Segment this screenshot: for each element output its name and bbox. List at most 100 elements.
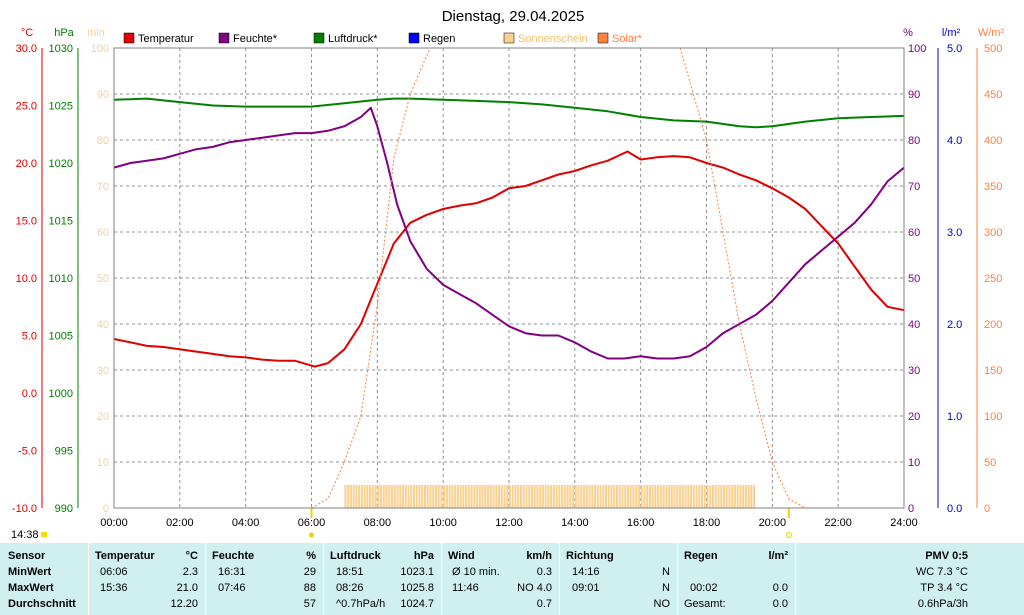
stats-cell: 09:01 (572, 582, 600, 594)
stats-row-label: MinWert (8, 566, 52, 578)
legend-label-0: Temperatur (138, 33, 194, 45)
sunshine-bar (624, 485, 627, 508)
sunshine-bar (706, 485, 709, 508)
sunshine-bar (423, 485, 426, 508)
stats-cell: 12.20 (170, 598, 198, 610)
rain-tick: 4.0 (947, 135, 962, 147)
stats-header: Feuchte (212, 550, 255, 562)
hum-tick: 20 (908, 411, 920, 423)
sunrise-dot (309, 532, 314, 538)
sunshine-bar (509, 485, 511, 508)
legend-label-5: Solar* (612, 33, 643, 45)
sunshine-bar (670, 485, 673, 508)
sunshine-bar (525, 485, 528, 508)
stats-separator (88, 543, 89, 615)
sunshine-bar (695, 485, 698, 508)
series-lines (113, 47, 905, 509)
sun-tick: 70 (97, 181, 109, 193)
axis-ticks: 30.025.020.015.010.05.00.0-5.0-10.010301… (12, 43, 1002, 538)
sun-tick: 40 (97, 319, 109, 331)
stats-cell: 1023.1 (400, 566, 434, 578)
sunshine-bar (676, 485, 679, 508)
sunshine-bar (684, 485, 687, 508)
sunshine-bar (500, 485, 503, 508)
sunshine-bar (363, 485, 366, 508)
x-tick: 06:00 (298, 517, 326, 529)
sunshine-bar (451, 485, 454, 508)
press-tick: 1020 (49, 158, 73, 170)
stats-header: Luftdruck (330, 550, 381, 562)
legend-label-2: Luftdruck* (328, 33, 378, 45)
stats-cell: 08:26 (336, 582, 364, 594)
press-tick: 1030 (49, 43, 73, 55)
sunshine-bar (506, 485, 509, 508)
sunshine-bar (541, 485, 544, 508)
stats-header: Temperatur (95, 550, 155, 562)
sunshine-bar (547, 485, 550, 508)
sunshine-bar (621, 485, 624, 508)
stats-separator (677, 543, 678, 615)
x-tick: 04:00 (232, 517, 260, 529)
sunshine-bar (443, 485, 446, 508)
sunshine-bar (569, 485, 572, 508)
sunshine-bar (418, 485, 421, 508)
stats-cell: 11:46 (452, 582, 479, 594)
sunshine-bar (519, 485, 522, 508)
stats-cell: 57 (303, 598, 316, 610)
stats-header: Sensor (8, 550, 46, 562)
sunshine-bar (687, 485, 690, 508)
solar-tick: 350 (984, 181, 1002, 193)
legend: Temperatur Feuchte* Luftdruck* Regen Sonnens… (123, 32, 643, 45)
sunshine-bar (456, 485, 459, 508)
temp-tick: 30.0 (16, 43, 37, 55)
sunshine-bar (385, 485, 388, 508)
stats-separator (795, 543, 796, 615)
sunshine-bar (371, 485, 374, 508)
sunshine-bar (421, 485, 424, 508)
sunshine-bar (396, 485, 399, 508)
sunshine-bar (692, 485, 695, 508)
current-time: 14:38 (11, 529, 39, 541)
sunshine-bar (731, 485, 734, 508)
stats-cell: 0.7 (536, 598, 552, 610)
sunshine-bar (613, 485, 616, 508)
sunset-dot (785, 532, 792, 538)
temp-tick: 5.0 (22, 331, 37, 343)
sunshine-bar (659, 485, 662, 508)
sun-tick: 60 (97, 227, 109, 239)
sunshine-bar (429, 485, 432, 508)
stats-cell: ^0.7hPa/h (336, 598, 386, 610)
sunshine-bar (487, 485, 490, 508)
press-tick: 1005 (49, 331, 73, 343)
plot-frame (113, 47, 905, 509)
sunshine-bar (355, 485, 358, 508)
sunshine-bar (714, 485, 717, 508)
sunshine-bar (467, 485, 470, 508)
sunshine-bar (473, 485, 476, 508)
sunshine-bar (739, 485, 742, 508)
sunshine-bar (437, 485, 440, 508)
stats-cell: 18:51 (336, 566, 364, 578)
stats-separator (559, 543, 560, 615)
stats-header: Wind (448, 550, 475, 562)
press-tick: 1000 (49, 388, 73, 400)
sunshine-bar (753, 485, 756, 508)
stats-table: Sensor Temperatur °C Feuchte% Luftdruck hPa Wi… (0, 543, 1024, 615)
sunshine-bar (607, 485, 610, 508)
sunshine-bar (349, 485, 352, 508)
sunshine-bar (410, 485, 413, 508)
sunshine-bar (679, 485, 682, 508)
sunshine-bar (572, 485, 575, 508)
sunshine-bar (484, 485, 487, 508)
sunshine-bar (470, 485, 473, 508)
solar-tick: 50 (984, 457, 996, 469)
temp-tick: -5.0 (18, 446, 37, 458)
sunshine-bar (530, 485, 533, 508)
sunshine-bar (574, 485, 577, 508)
stats-header: hPa (413, 550, 434, 562)
sunshine-bar (747, 485, 750, 508)
sunshine-bar (750, 485, 753, 508)
stats-cell: 1025.8 (400, 582, 434, 594)
sunshine-bar (369, 485, 372, 508)
x-tick: 20:00 (759, 517, 787, 529)
